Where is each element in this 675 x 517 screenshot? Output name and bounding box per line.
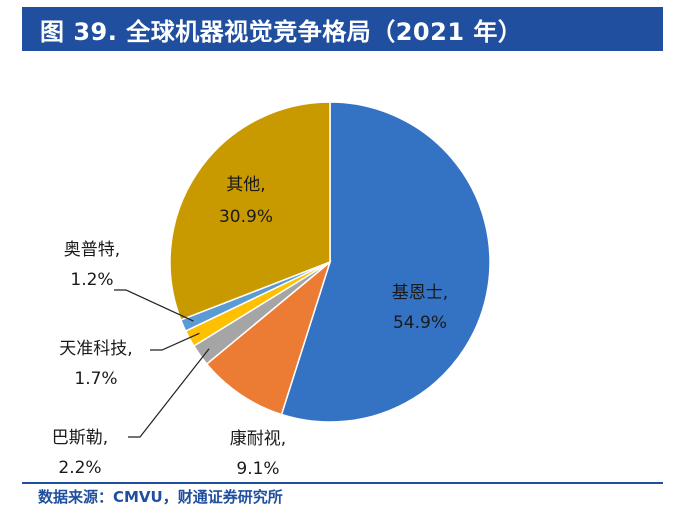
slice-value-label: 1.2% (70, 270, 113, 290)
slice-name-label: 奥普特, (64, 240, 120, 260)
source-note: 数据来源：CMVU，财通证券研究所 (38, 488, 283, 506)
leader-line-4 (150, 332, 200, 351)
slice-name-label: 基恩士, (392, 283, 448, 303)
leader-lines (114, 289, 210, 438)
slice-value-label: 2.2% (58, 458, 101, 478)
slice-labels: 基恩士, 54.9% 康耐视, 9.1% 巴斯勒, 2.2% 天准科技, 1.7% 奥普特, 1.… (52, 175, 448, 479)
slice-value-label: 54.9% (393, 313, 447, 333)
pie-slice-1 (280, 101, 491, 423)
leader-line-5 (114, 289, 194, 322)
slice-value-label: 1.7% (74, 369, 117, 389)
figure-title-bar: 图 39. 全球机器视觉竞争格局（2021 年） (22, 7, 663, 51)
slice-value-label: 30.9% (219, 207, 273, 227)
figure-title: 图 39. 全球机器视觉竞争格局（2021 年） (40, 17, 523, 46)
slice-name-label: 康耐视, (230, 429, 286, 449)
pie-slice-6 (169, 101, 331, 321)
pie-slice-2 (205, 259, 332, 416)
slice-name-label: 巴斯勒, (52, 428, 108, 448)
footer-divider (22, 482, 663, 484)
pie-chart: 基恩士, 54.9% 康耐视, 9.1% 巴斯勒, 2.2% 天准科技, 1.7% 奥普特, 1.… (52, 101, 491, 479)
slice-name-label: 天准科技, (59, 339, 132, 359)
pie-slices (169, 101, 491, 423)
slice-value-label: 9.1% (236, 459, 279, 479)
slice-name-label: 其他, (226, 175, 265, 195)
leader-line-3 (128, 348, 210, 438)
